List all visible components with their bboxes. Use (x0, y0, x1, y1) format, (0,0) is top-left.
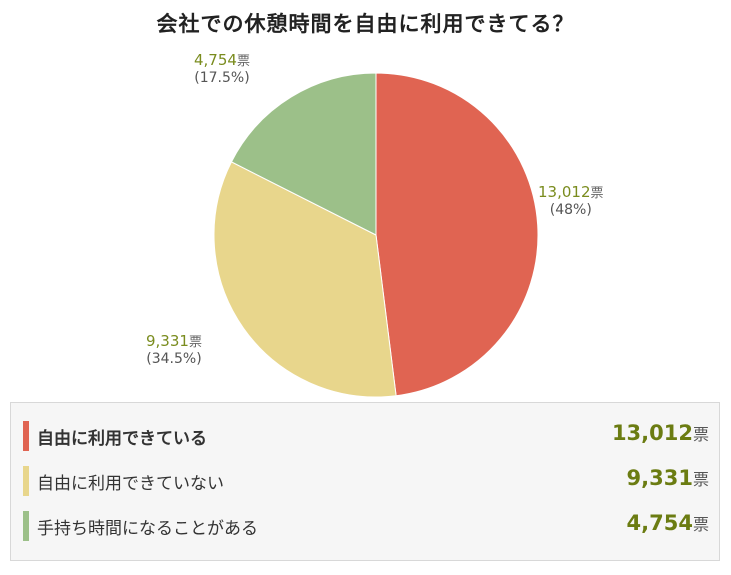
legend-label: 自由に利用できていない (37, 474, 224, 494)
legend-box: 自由に利用できている 13,012票 自由に利用できていない 9,331票 手持… (10, 402, 720, 561)
slice-label-free: 13,012票 (48%) (538, 182, 604, 220)
legend-row-free: 自由に利用できている 13,012票 (11, 417, 719, 453)
slice-label-not-free: 9,331票 (34.5%) (146, 331, 202, 369)
legend-label: 自由に利用できている (37, 429, 207, 449)
slice-unit: 票 (590, 186, 604, 201)
legend-row-waiting: 手持ち時間になることがある 4,754票 (11, 507, 719, 543)
legend-value-number: 13,012 (611, 421, 693, 445)
slice-label-waiting: 4,754票 (17.5%) (194, 50, 250, 88)
legend-value-unit: 票 (692, 470, 709, 489)
slice-value: 13,012 (538, 183, 591, 201)
legend-value: 4,754票 (627, 511, 709, 535)
chart-title: 会社での休憩時間を自由に利用できてる？ (156, 12, 575, 36)
legend-label: 手持ち時間になることがある (37, 519, 258, 539)
legend-value: 13,012票 (612, 421, 709, 445)
slice-value: 9,331 (146, 332, 189, 350)
legend-value-number: 9,331 (626, 466, 693, 490)
pie-slice-0 (375, 72, 539, 397)
legend-swatch-red (23, 421, 29, 451)
legend-value-unit: 票 (692, 515, 709, 534)
pie-slice-2 (230, 72, 377, 236)
slice-unit: 票 (188, 335, 202, 350)
slice-value: 4,754 (194, 51, 237, 69)
legend-value-unit: 票 (692, 425, 709, 444)
legend-value: 9,331票 (627, 466, 709, 490)
slice-percent: (17.5%) (194, 70, 250, 87)
legend-row-not-free: 自由に利用できていない 9,331票 (11, 462, 719, 498)
slice-percent: (48%) (549, 202, 592, 219)
legend-swatch-yellow (23, 466, 29, 496)
slice-percent: (34.5%) (146, 351, 202, 368)
slice-unit: 票 (236, 54, 250, 69)
legend-swatch-green (23, 511, 29, 541)
pie-slice-1 (213, 161, 397, 398)
legend-value-number: 4,754 (626, 511, 693, 535)
pie-chart (213, 72, 539, 398)
